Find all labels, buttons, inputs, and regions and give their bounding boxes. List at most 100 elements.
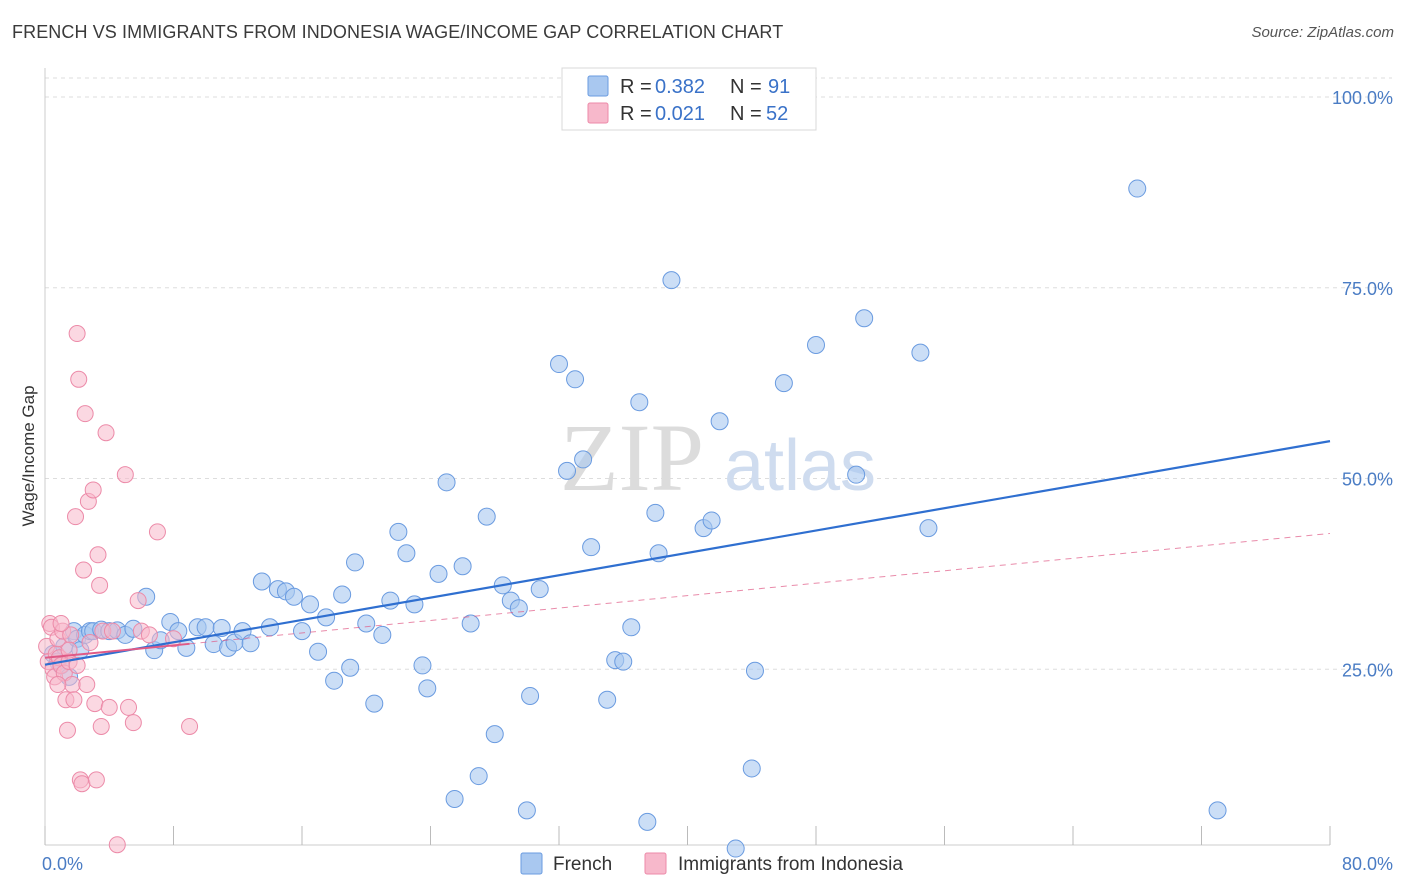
french-point [726, 839, 745, 858]
x-tick-label: 80.0% [1342, 854, 1393, 874]
french-point [397, 544, 416, 563]
legend-swatch-french [587, 75, 609, 97]
bottom-legend: French Immigrants from Indonesia [520, 852, 903, 875]
trend-lines [44, 440, 1331, 666]
french-point [461, 614, 480, 633]
indonesia-point [92, 717, 110, 735]
indonesia-point [100, 698, 118, 716]
french-point [1128, 179, 1147, 198]
watermark: ZIP atlas [560, 404, 876, 511]
indonesia-point [108, 836, 126, 854]
french-point [807, 335, 825, 354]
y-tick-label: 75.0% [1342, 279, 1393, 299]
legend-n-value-french: 91 [768, 76, 790, 98]
series-french-points [44, 179, 1227, 858]
x-tick-labels: 0.0% 80.0% [42, 854, 1393, 874]
french-point [389, 522, 408, 541]
french-point [745, 661, 764, 680]
indonesia-point [89, 546, 107, 564]
indonesia-point [73, 775, 91, 793]
french-point [558, 461, 577, 480]
french-point [911, 343, 930, 362]
indonesia-point [87, 771, 105, 789]
french-point [774, 374, 793, 393]
indonesia-point [97, 424, 115, 442]
indonesia-point [148, 523, 166, 541]
french-point [365, 694, 384, 713]
legend-n-value-indonesia: 52 [766, 103, 788, 125]
french-point [638, 812, 657, 831]
chart-title: FRENCH VS IMMIGRANTS FROM INDONESIA WAGE… [12, 22, 784, 42]
french-point [662, 271, 681, 290]
french-point [429, 564, 448, 583]
french-point [630, 393, 649, 412]
x-tick-label: 0.0% [42, 854, 83, 874]
french-point [598, 690, 617, 709]
watermark-atlas: atlas [724, 426, 876, 506]
legend-box: R = 0.382 N = 91 R = 0.021 N = 52 [561, 67, 817, 131]
french-point [485, 725, 504, 744]
indonesia-point [120, 698, 138, 716]
french-point [413, 656, 432, 675]
french-point [196, 618, 215, 637]
trend-line-indonesia-solid [44, 642, 190, 659]
legend-swatch-indonesia [587, 102, 609, 124]
legend-r-value-french: 0.382 [655, 76, 705, 98]
indonesia-point [78, 676, 96, 694]
indonesia-point [81, 634, 99, 652]
french-point [445, 789, 464, 808]
indonesia-point [75, 561, 93, 579]
y-axis-label: Wage/Income Gap [19, 385, 38, 526]
indonesia-point [76, 405, 94, 423]
indonesia-point [181, 717, 199, 735]
indonesia-point [91, 576, 109, 594]
legend-n-label-indonesia: N = [730, 103, 762, 125]
indonesia-point [70, 370, 88, 388]
bottom-legend-label-french: French [553, 854, 612, 875]
french-point [1208, 801, 1227, 820]
french-point [646, 503, 665, 522]
y-tick-label: 50.0% [1342, 470, 1393, 490]
french-point [418, 679, 437, 698]
french-point [702, 511, 721, 530]
legend-r-label-indonesia: R = [620, 103, 652, 125]
french-point [530, 580, 549, 599]
source-credit: Source: ZipAtlas.com [1251, 24, 1394, 41]
indonesia-point [124, 714, 142, 732]
french-point [241, 634, 260, 653]
french-point [252, 572, 271, 591]
french-point [284, 587, 303, 606]
french-point [437, 473, 456, 492]
bottom-legend-label-indonesia: Immigrants from Indonesia [678, 854, 903, 875]
french-point [477, 507, 496, 526]
french-point [521, 686, 540, 705]
french-point [346, 553, 365, 572]
indonesia-point [84, 481, 102, 499]
grid-lines [45, 77, 1392, 670]
french-point [574, 450, 593, 469]
indonesia-point [68, 325, 86, 343]
french-point [341, 658, 360, 677]
indonesia-point [52, 614, 70, 632]
series-indonesia-points [38, 325, 199, 854]
indonesia-point [103, 622, 121, 640]
french-point [453, 557, 472, 576]
french-point [293, 622, 311, 641]
y-tick-labels: 25.0% 50.0% 75.0% 100.0% [1332, 88, 1393, 680]
french-point [309, 642, 328, 661]
french-point [517, 801, 536, 820]
french-point [550, 355, 568, 374]
axes [44, 68, 1331, 846]
indonesia-point [68, 656, 86, 674]
indonesia-point [116, 466, 134, 484]
french-point [847, 465, 866, 484]
french-point [566, 370, 585, 389]
french-point [469, 767, 488, 786]
indonesia-point [63, 676, 81, 694]
french-point [333, 585, 352, 604]
trend-line-indonesia-dashed [189, 532, 1331, 645]
indonesia-point [65, 691, 83, 709]
bottom-legend-swatch-french [520, 852, 543, 875]
french-point [357, 614, 376, 633]
